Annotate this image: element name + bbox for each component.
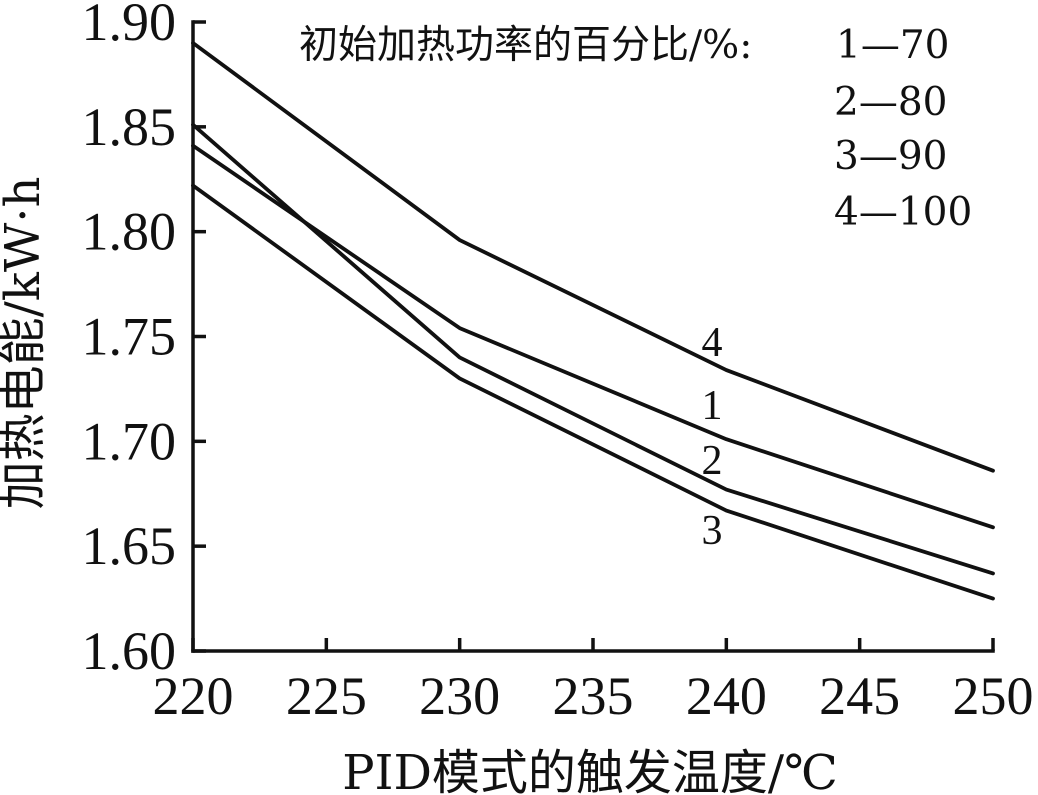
x-tick-label: 230 (419, 666, 500, 726)
series-line-3 (191, 183, 995, 601)
y-tick-label: 1.70 (82, 411, 177, 471)
y-tick-label: 1.65 (82, 516, 177, 576)
x-axis-title: PID模式的触发温度/℃ (342, 745, 838, 795)
line-label-3: 3 (702, 508, 723, 554)
series-layer (191, 41, 995, 601)
legend-title: 初始加热功率的百分比/%: (299, 23, 752, 68)
x-tick-label: 250 (953, 666, 1034, 726)
series-line-4 (191, 41, 995, 473)
x-tick-label: 225 (286, 666, 367, 726)
x-tick-label: 220 (153, 666, 234, 726)
series-line-2 (191, 122, 995, 576)
line-labels: 4 1 2 3 (702, 320, 723, 554)
ticks-layer: 220 225 230 235 240 245 250 1.60 1.65 1.70 1.75 1.8… (82, 0, 1034, 726)
series-line-1 (191, 143, 995, 530)
legend-entry-3: 3—90 (834, 134, 947, 179)
legend-entry-4: 4—100 (834, 190, 972, 235)
y-tick-label: 1.80 (82, 202, 177, 262)
y-tick-label: 1.60 (82, 621, 177, 681)
y-tick-label: 1.85 (82, 97, 177, 157)
y-tick-label: 1.75 (82, 307, 177, 367)
line-label-4: 4 (702, 320, 723, 366)
legend-entry-1: 1—70 (836, 23, 949, 68)
legend: 1—70 2—80 3—90 4—100 (834, 23, 972, 235)
x-tick-label: 240 (686, 666, 767, 726)
x-tick-label: 245 (819, 666, 900, 726)
legend-entry-2: 2—80 (834, 80, 947, 125)
x-tick-label: 235 (553, 666, 634, 726)
y-axis-title: 加热电能/kW·h (0, 177, 51, 510)
line-label-1: 1 (702, 383, 723, 429)
y-tick-label: 1.90 (82, 0, 177, 52)
line-label-2: 2 (702, 438, 723, 484)
